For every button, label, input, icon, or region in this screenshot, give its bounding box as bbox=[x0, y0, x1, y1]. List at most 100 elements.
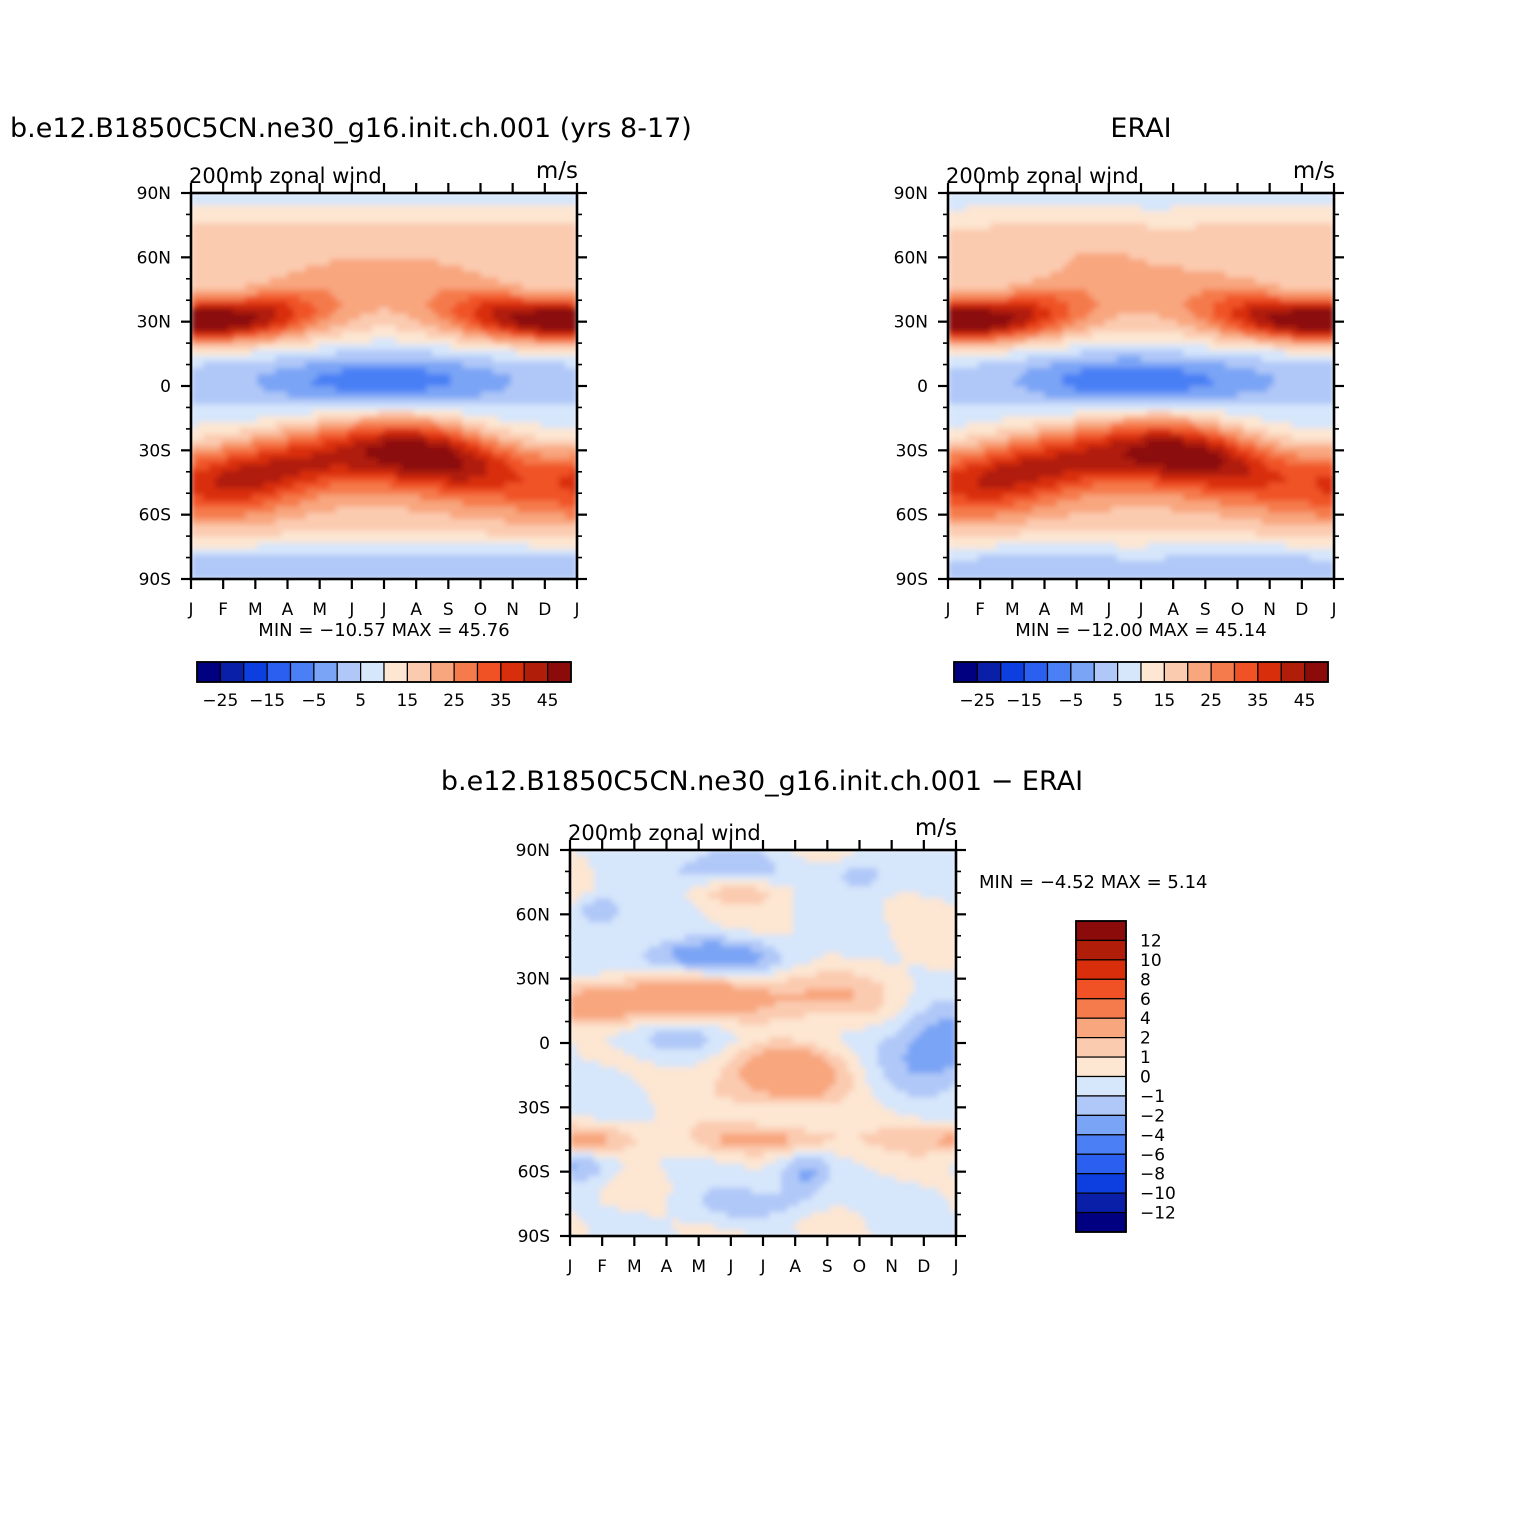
contour-cell bbox=[498, 512, 506, 520]
contour-cell bbox=[1122, 253, 1130, 260]
contour-cell bbox=[510, 494, 518, 502]
contour-cell bbox=[209, 404, 216, 411]
contour-cell bbox=[359, 512, 367, 520]
contour-cell bbox=[209, 193, 216, 200]
contour-cell bbox=[558, 386, 566, 393]
contour-cell bbox=[1147, 247, 1154, 254]
contour-cell bbox=[341, 452, 349, 459]
contour-cell bbox=[1050, 223, 1058, 230]
contour-cell bbox=[329, 476, 337, 484]
contour-cell bbox=[486, 470, 494, 478]
contour-cell bbox=[426, 355, 433, 363]
contour-cell bbox=[492, 319, 500, 327]
contour-cell bbox=[540, 241, 548, 248]
contour-cell bbox=[420, 355, 427, 363]
contour-cell bbox=[1249, 229, 1257, 236]
contour-cell bbox=[299, 506, 307, 514]
contour-cell bbox=[516, 229, 524, 236]
contour-cell bbox=[191, 386, 198, 393]
contour-cell bbox=[371, 283, 379, 291]
contour-cell bbox=[245, 398, 252, 405]
contour-cell bbox=[492, 548, 500, 556]
contour-cell bbox=[504, 211, 512, 218]
contour-cell bbox=[552, 349, 560, 357]
contour-cell bbox=[1147, 241, 1154, 248]
contour-cell bbox=[323, 428, 331, 435]
contour-cell bbox=[1141, 217, 1148, 224]
contour-cell bbox=[522, 277, 530, 285]
contour-cell bbox=[299, 530, 307, 538]
contour-cell bbox=[1207, 217, 1214, 224]
contour-cell bbox=[396, 307, 403, 315]
contour-cell bbox=[1213, 193, 1221, 200]
contour-cell bbox=[287, 193, 295, 200]
contour-cell bbox=[468, 247, 476, 254]
contour-cell bbox=[191, 542, 198, 550]
contour-cell bbox=[227, 404, 234, 411]
contour-cell bbox=[408, 494, 415, 502]
contour-cell bbox=[209, 530, 216, 538]
contour-cell bbox=[972, 259, 979, 266]
contour-cell bbox=[311, 404, 319, 411]
contour-cell bbox=[966, 265, 973, 273]
contour-cell bbox=[414, 283, 421, 291]
contour-cell bbox=[251, 542, 258, 550]
contour-cell bbox=[402, 458, 409, 466]
contour-cell bbox=[197, 193, 204, 200]
contour-cell bbox=[1201, 217, 1208, 224]
contour-cell bbox=[305, 512, 313, 520]
contour-cell bbox=[510, 337, 518, 345]
contour-cell bbox=[287, 536, 295, 544]
contour-cell bbox=[996, 235, 1003, 242]
contour-cell bbox=[251, 319, 258, 327]
contour-cell bbox=[528, 307, 536, 315]
contour-cell bbox=[558, 289, 566, 297]
contour-cell bbox=[456, 470, 464, 478]
contour-cell bbox=[498, 524, 506, 532]
contour-cell bbox=[287, 488, 295, 496]
contour-cell bbox=[227, 229, 234, 236]
contour-cell bbox=[1207, 193, 1214, 200]
contour-cell bbox=[444, 313, 451, 321]
contour-cell bbox=[275, 241, 283, 248]
contour-cell bbox=[371, 440, 379, 447]
contour-cell bbox=[558, 265, 566, 273]
contour-cell bbox=[516, 464, 524, 472]
contour-cell bbox=[335, 434, 343, 441]
contour-cell bbox=[426, 458, 433, 466]
contour-cell bbox=[335, 277, 343, 285]
contour-cell bbox=[498, 422, 506, 429]
contour-cell bbox=[408, 265, 415, 273]
contour-cell bbox=[474, 572, 482, 579]
contour-cell bbox=[1183, 241, 1190, 248]
contour-cell bbox=[293, 536, 301, 544]
contour-cell bbox=[239, 518, 246, 526]
contour-cell bbox=[564, 452, 572, 459]
contour-cell bbox=[1104, 259, 1112, 266]
contour-cell bbox=[305, 355, 313, 363]
contour-cell bbox=[257, 253, 264, 260]
contour-cell bbox=[408, 349, 415, 357]
contour-cell bbox=[1267, 223, 1275, 230]
contour-cell bbox=[221, 307, 228, 315]
contour-cell bbox=[420, 530, 427, 538]
contour-cell bbox=[450, 470, 457, 478]
contour-cell bbox=[197, 373, 204, 381]
contour-cell bbox=[1026, 199, 1034, 206]
contour-cell bbox=[528, 422, 536, 429]
contour-cell bbox=[275, 319, 283, 327]
contour-cell bbox=[1207, 253, 1214, 260]
contour-cell bbox=[558, 241, 566, 248]
contour-cell bbox=[984, 241, 991, 248]
contour-cell bbox=[534, 518, 542, 526]
contour-cell bbox=[263, 440, 271, 447]
contour-cell bbox=[347, 337, 355, 345]
contour-cell bbox=[197, 476, 204, 484]
contour-cell bbox=[486, 404, 494, 411]
contour-cell bbox=[996, 247, 1003, 254]
contour-cell bbox=[984, 223, 991, 230]
contour-cell bbox=[432, 452, 439, 459]
contour-cell bbox=[311, 229, 319, 236]
contour-cell bbox=[462, 488, 470, 496]
contour-cell bbox=[426, 398, 433, 405]
